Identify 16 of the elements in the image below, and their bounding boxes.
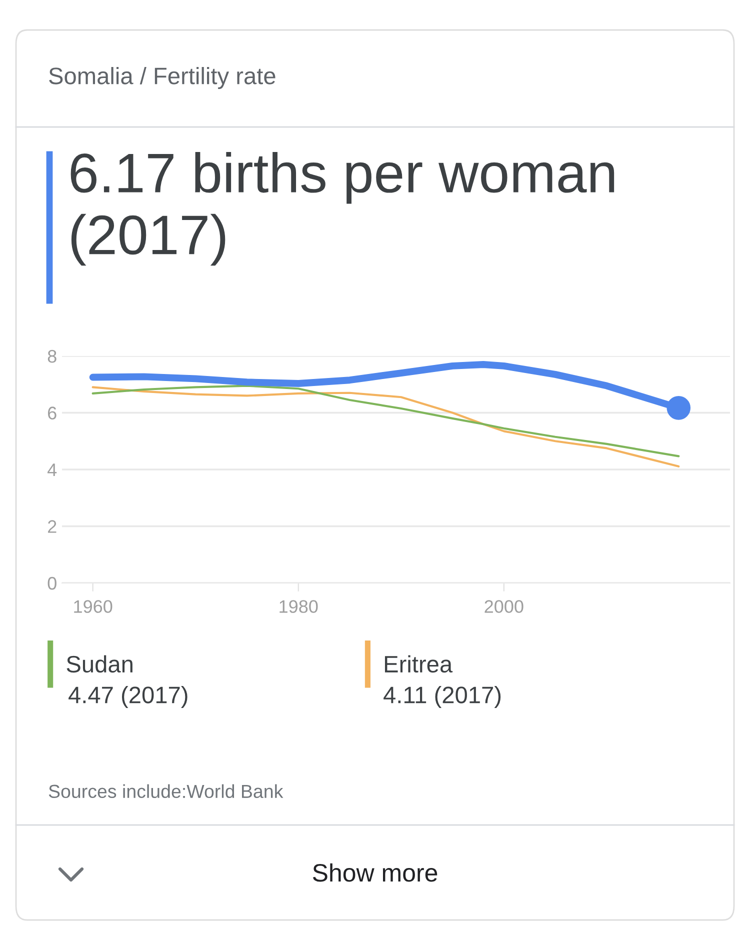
x-tick-label: 1960 bbox=[74, 600, 112, 613]
source-note: Sources include:World Bank bbox=[48, 784, 284, 798]
x-tick-label: 2000 bbox=[484, 600, 524, 613]
text: 4.11 (2017) bbox=[384, 686, 501, 708]
y-tick-label: 0 bbox=[48, 576, 56, 590]
text: Show more bbox=[312, 863, 438, 882]
chart-subtitle: 6.17 births per woman (2017) bbox=[70, 152, 614, 266]
y-tick-label: 2 bbox=[48, 520, 56, 533]
text: 4.47 (2017) bbox=[68, 686, 188, 708]
y-tick-label: 8 bbox=[48, 350, 56, 363]
legend-label: Sudan bbox=[66, 655, 132, 673]
x-tick-label: 1980 bbox=[280, 600, 318, 613]
y-tick-label: 6 bbox=[48, 406, 56, 420]
legend-label: Eritrea bbox=[384, 655, 453, 673]
y-tick-label: 4 bbox=[48, 464, 57, 476]
chart-title: Somalia / Fertility rate bbox=[49, 66, 276, 90]
